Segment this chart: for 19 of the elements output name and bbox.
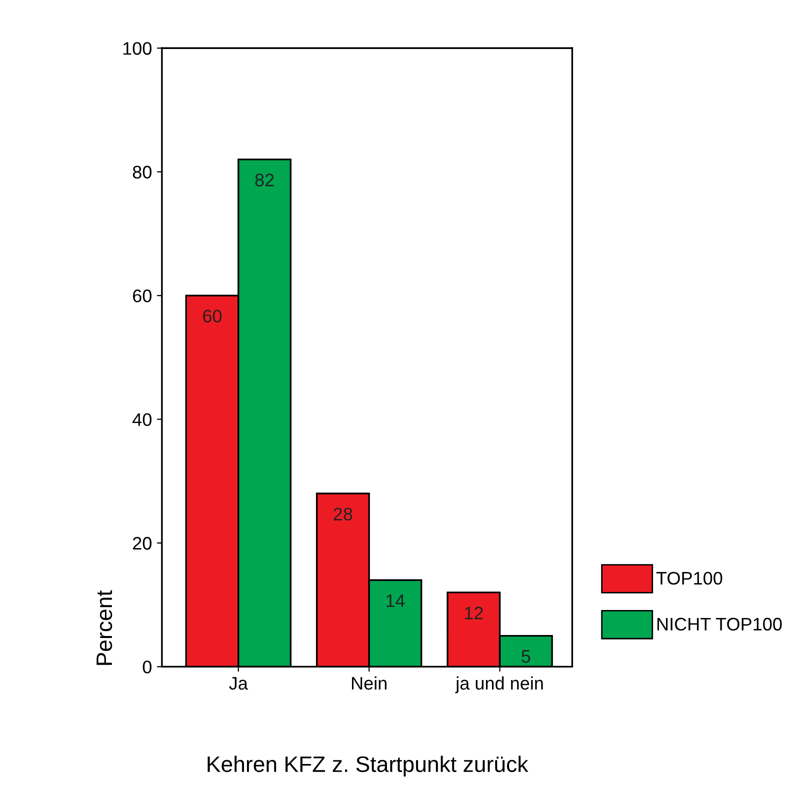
x-tick-label: ja und nein: [455, 676, 543, 694]
y-axis-title: Percent: [96, 590, 112, 665]
legend-label: TOP100: [656, 572, 722, 585]
data-label: 14: [386, 594, 405, 607]
y-tick-label: 60: [133, 289, 152, 302]
x-axis-title: Kehren KFZ z. Startpunkt zurück: [208, 756, 528, 776]
y-tick-label: 100: [123, 42, 152, 55]
data-label: 82: [255, 174, 274, 186]
x-tick-label: Ja: [229, 677, 248, 690]
data-label: 12: [464, 606, 483, 620]
data-label: 5: [522, 650, 530, 663]
data-label: 60: [203, 310, 222, 323]
legend-label: NICHT TOP100: [657, 618, 782, 631]
y-tick-label: 40: [132, 413, 152, 426]
data-label: 28: [334, 508, 352, 520]
x-tick-label: Nein: [352, 676, 386, 690]
y-tick-label: 80: [132, 166, 152, 179]
y-tick-label: 0: [142, 660, 152, 674]
y-tick-label: 20: [133, 536, 152, 550]
